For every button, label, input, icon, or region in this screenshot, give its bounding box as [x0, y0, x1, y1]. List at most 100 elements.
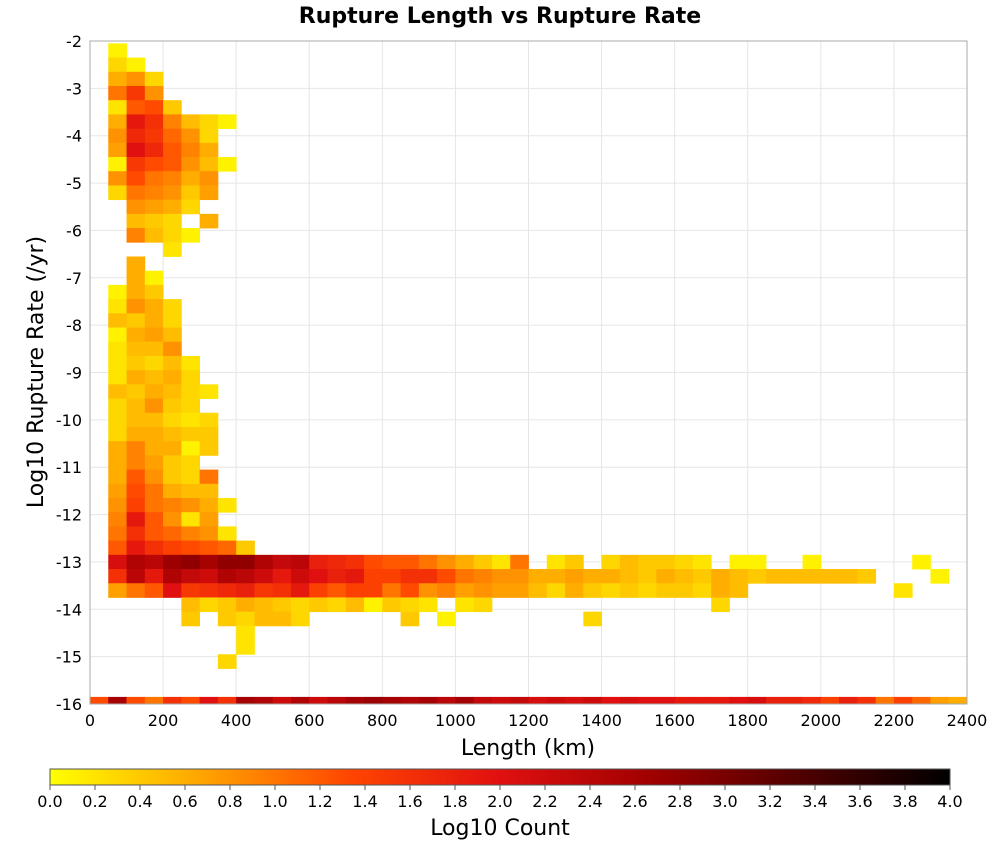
heatmap-cell [181, 696, 201, 705]
heatmap-cell [163, 185, 182, 201]
x-tick-label: 2200 [874, 711, 915, 730]
heatmap-cell [491, 569, 511, 584]
y-tick-label: -12 [56, 506, 82, 525]
heatmap-cell [309, 554, 328, 570]
heatmap-cell [144, 398, 164, 414]
heatmap-cell [857, 696, 877, 705]
heatmap-cell [144, 71, 164, 87]
heatmap-cell [912, 696, 931, 705]
heatmap-cell [565, 696, 584, 705]
heatmap-cell [108, 569, 127, 584]
heatmap-cell [181, 412, 201, 428]
heatmap-cell [236, 554, 255, 570]
heatmap-cell [144, 384, 164, 399]
colorbar-ticks: 0.0 0.2 0.4 0.6 0.8 1.0 1.2 1.4 1.6 1.8 2.0 2.2 2.4 2… [37, 785, 963, 811]
colorbar-tick-label: 0.8 [217, 792, 242, 811]
heatmap-cell [108, 540, 127, 556]
heatmap-cell [126, 327, 146, 343]
heatmap-cell [108, 299, 127, 314]
heatmap-cell [163, 569, 182, 584]
heatmap-cell [528, 569, 548, 584]
heatmap-cell [144, 483, 164, 499]
heatmap-cell [199, 114, 219, 130]
heatmap-cell [400, 554, 420, 570]
heatmap-cell [455, 554, 475, 570]
heatmap-cell [254, 569, 274, 584]
heatmap-cell [236, 625, 255, 641]
heatmap-cell [163, 540, 182, 556]
heatmap-cell [108, 128, 127, 144]
heatmap-cell [199, 526, 219, 542]
heatmap-cell [345, 583, 365, 598]
heatmap-cell [108, 341, 127, 357]
heatmap-cell [163, 554, 182, 570]
heatmap-cell [144, 526, 164, 542]
heatmap-cell [181, 185, 201, 201]
heatmap-cell [108, 426, 127, 442]
heatmap-cell [108, 696, 127, 705]
heatmap-cell [199, 412, 219, 428]
heatmap-cell [163, 384, 182, 399]
heatmap-cell [126, 71, 146, 87]
heatmap-cell [601, 554, 621, 570]
heatmap-cell [601, 569, 621, 584]
heatmap-cell [327, 554, 347, 570]
heatmap-cell [272, 583, 292, 598]
heatmap-cell [236, 540, 255, 556]
colorbar-tick-label: 2.0 [487, 792, 512, 811]
heatmap-cell [382, 569, 401, 584]
heatmap-cell [217, 498, 237, 513]
heatmap-cell [126, 142, 146, 158]
heatmap-cell [711, 569, 730, 584]
heatmap-cell [217, 526, 237, 542]
heatmap-cell [163, 426, 182, 442]
heatmap-cell [309, 583, 328, 598]
heatmap-cell [199, 483, 219, 499]
heatmap-cell [766, 696, 785, 705]
heatmap-cell [692, 583, 712, 598]
heatmap-cell [181, 142, 201, 158]
heatmap-cell [126, 213, 146, 229]
heatmap-cell [309, 696, 328, 705]
heatmap-cell [126, 299, 146, 314]
y-tick-label: -13 [56, 553, 82, 572]
heatmap-cell [199, 554, 219, 570]
heatmap-cell [181, 441, 201, 456]
heatmap-cell [144, 441, 164, 456]
heatmap-cell [327, 597, 347, 613]
heatmap-cell [126, 114, 146, 130]
heatmap-cell [126, 341, 146, 357]
heatmap-cell [163, 327, 182, 343]
heatmap-cell [199, 696, 219, 705]
heatmap-cell [163, 199, 182, 215]
heatmap-cell [217, 611, 237, 627]
heatmap-cell [473, 597, 493, 613]
heatmap-cell [418, 597, 438, 613]
heatmap-cell [126, 313, 146, 328]
chart-title: Rupture Length vs Rupture Rate [299, 4, 701, 29]
heatmap-cell [290, 583, 310, 598]
heatmap-cell [163, 455, 182, 470]
heatmap-cell [126, 483, 146, 499]
heatmap-cell [309, 597, 328, 613]
colorbar-tick-label: 1.0 [262, 792, 287, 811]
x-tick-label: 200 [148, 711, 179, 730]
heatmap-cell [181, 171, 201, 186]
heatmap-cell [108, 398, 127, 414]
x-tick-label: 1800 [727, 711, 768, 730]
heatmap-cell [364, 583, 383, 598]
heatmap-cell [893, 696, 913, 705]
heatmap-cell [199, 469, 219, 485]
heatmap-cell [108, 441, 127, 456]
heatmap-cell [199, 213, 219, 229]
heatmap-cell [126, 540, 146, 556]
heatmap-cell [217, 554, 237, 570]
heatmap-cell [290, 611, 310, 627]
heatmap-cell [802, 696, 822, 705]
heatmap-cell [309, 569, 328, 584]
heatmap-cell [144, 512, 164, 527]
heatmap-cell [254, 554, 274, 570]
heatmap-cell [126, 455, 146, 470]
heatmap-cell [163, 483, 182, 499]
heatmap-cell [656, 696, 676, 705]
